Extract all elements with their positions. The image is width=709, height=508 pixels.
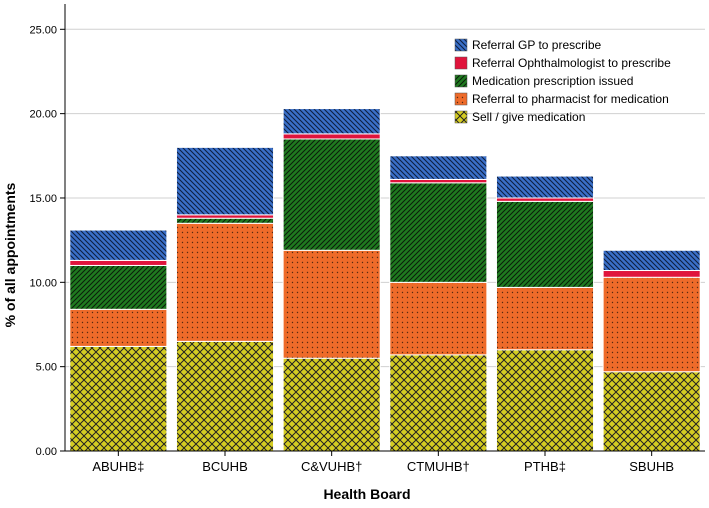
bar-sell-1 (175, 340, 275, 452)
x-tick-label-3: CTMUHB† (407, 459, 470, 474)
y-tick-labels: 0.00 5.00 10.00 15.00 20.00 25.00 (29, 24, 57, 458)
legend-swatch-pharmacist (454, 92, 468, 106)
legend: Referral GP to prescribe Referral Ophthal… (454, 38, 671, 124)
legend-label-ophthalmologist: Referral Ophthalmologist to prescribe (472, 56, 671, 70)
bar-sell-5 (602, 371, 701, 452)
y-tick-label-4: 20.00 (29, 109, 57, 121)
legend-swatch-sell (454, 110, 468, 124)
bar-pharmacist-3 (389, 281, 488, 356)
bar-sell-2 (282, 357, 381, 452)
bar-gp-4 (495, 175, 595, 199)
bar-pharmacist-2 (282, 249, 381, 359)
bar-gp-3 (389, 155, 488, 180)
bar-prescription-4 (495, 200, 595, 288)
legend-label-prescription: Medication prescription issued (472, 74, 633, 88)
x-tick-label-2: C&VUHB† (301, 459, 362, 474)
bar-ophthalmologist-4 (495, 197, 595, 202)
bar-prescription-2 (282, 138, 381, 251)
bar-pharmacist-5 (602, 276, 701, 373)
y-tick-label-5: 25.00 (29, 24, 57, 36)
bar-ophthalmologist-1 (175, 214, 275, 219)
x-tick-label-4: PTHB‡ (524, 459, 566, 474)
legend-swatch-gp (454, 38, 468, 52)
bar-ophthalmologist-2 (282, 133, 381, 140)
y-axis-title: % of all appointments (2, 182, 18, 327)
y-tick-label-3: 15.00 (29, 193, 57, 205)
y-tick-label-1: 5.00 (36, 362, 57, 374)
bars-group (69, 108, 701, 452)
x-tick-labels: ABUHB‡ BCUHB C&VUHB† CTMUHB† PTHB‡ SBUHB (92, 459, 674, 474)
legend-label-sell: Sell / give medication (472, 110, 585, 124)
legend-label-pharmacist: Referral to pharmacist for medication (472, 92, 669, 106)
bar-ophthalmologist-3 (389, 178, 488, 184)
bar-gp-1 (175, 146, 275, 216)
legend-label-gp: Referral GP to prescribe (472, 38, 601, 52)
bar-pharmacist-4 (495, 286, 595, 351)
bar-ophthalmologist-0 (69, 259, 168, 266)
x-tick-label-1: BCUHB (202, 459, 248, 474)
x-axis-title: Health Board (323, 486, 410, 502)
bar-pharmacist-0 (69, 308, 168, 347)
legend-swatch-prescription (454, 74, 468, 88)
bar-sell-3 (389, 354, 488, 452)
bar-sell-0 (69, 345, 168, 452)
x-tick-label-0: ABUHB‡ (92, 459, 144, 474)
y-tick-label-0: 0.00 (36, 446, 57, 458)
bar-gp-2 (282, 108, 381, 135)
x-tick-label-5: SBUHB (629, 459, 674, 474)
axes-group (60, 4, 705, 456)
y-tick-label-2: 10.00 (29, 277, 57, 289)
bar-prescription-0 (69, 264, 168, 310)
bar-gp-5 (602, 249, 701, 272)
bar-ophthalmologist-5 (602, 270, 701, 278)
bar-gp-0 (69, 229, 168, 261)
legend-swatch-ophthalmologist (454, 56, 468, 70)
gridlines (65, 28, 705, 368)
bar-pharmacist-1 (175, 222, 275, 342)
bar-sell-4 (495, 349, 595, 452)
bar-prescription-3 (389, 182, 488, 283)
bar-prescription-1 (175, 217, 275, 224)
